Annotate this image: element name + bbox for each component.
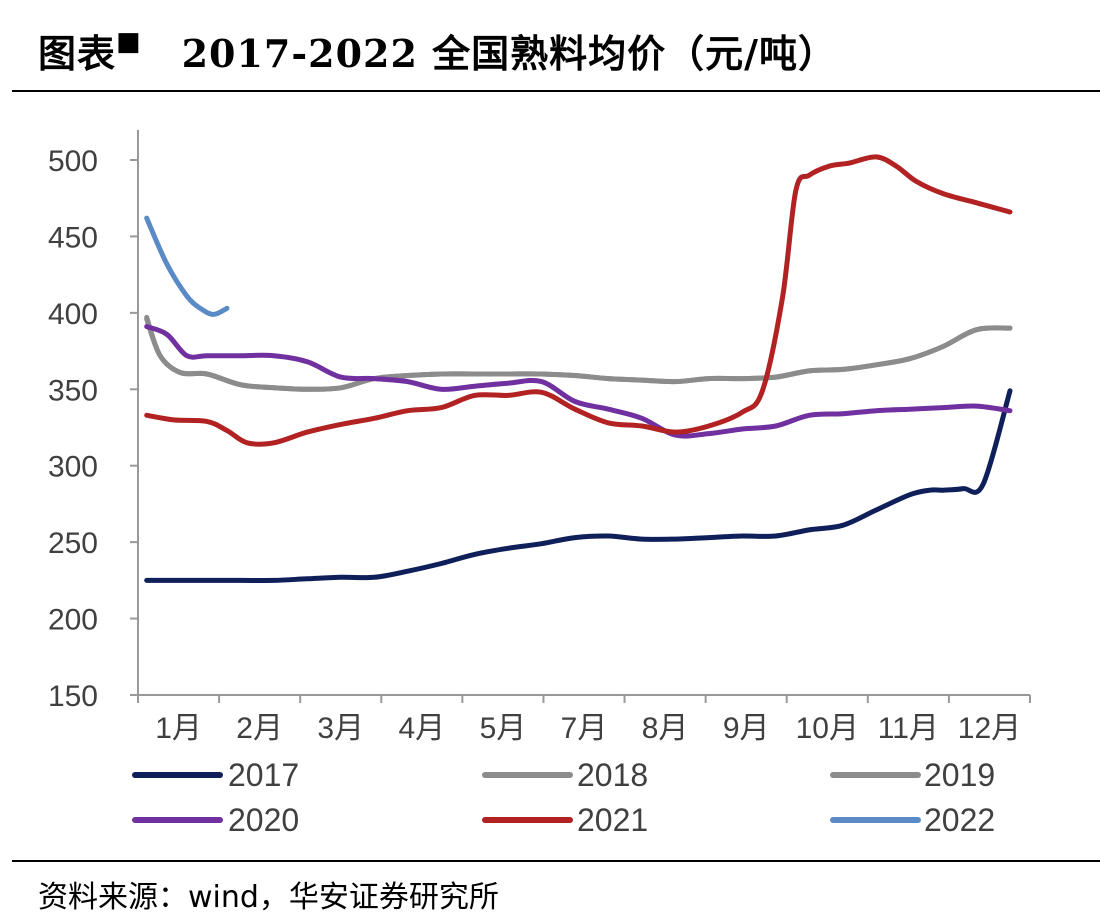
x-tick-label: 11月 xyxy=(878,712,939,745)
x-tick-label: 4月 xyxy=(398,712,445,745)
legend-label-2018: 2018 xyxy=(577,757,648,793)
x-tick-label: 10月 xyxy=(796,712,859,745)
x-tick-label: 9月 xyxy=(723,712,770,745)
y-tick-label: 150 xyxy=(48,680,98,713)
bottom-divider xyxy=(12,860,1100,862)
chart-axes xyxy=(130,130,1031,703)
legend-label-2019: 2019 xyxy=(924,757,995,793)
series-line-2018 xyxy=(144,314,1013,392)
x-axis-tick-labels: 1月 2月 3月 4月 5月 7月 8月 9月 10月 11月 12月 xyxy=(155,712,1021,745)
y-tick-label: 400 xyxy=(48,298,98,331)
x-tick-label: 1月 xyxy=(155,712,202,745)
figure-title: 图表 ■ 2017-2022 全国熟料均价（元/吨） xyxy=(38,22,837,78)
y-tick-label: 300 xyxy=(48,451,98,484)
legend-label-2020: 2020 xyxy=(228,802,299,838)
series-lines xyxy=(144,154,1013,583)
x-tick-label: 5月 xyxy=(480,712,527,745)
y-tick-label: 350 xyxy=(48,374,98,407)
y-tick-label: 500 xyxy=(48,145,98,178)
figure-label: 图表 xyxy=(38,30,117,76)
series-line-2022 xyxy=(144,215,230,317)
y-axis-tick-labels: 150 200 250 300 350 400 450 500 xyxy=(48,145,98,713)
figure-marker-icon: ■ xyxy=(116,27,142,57)
series-line-2021 xyxy=(144,154,1013,447)
y-tick-label: 200 xyxy=(48,604,98,637)
x-tick-label: 12月 xyxy=(958,712,1021,745)
x-tick-label: 2月 xyxy=(236,712,283,745)
source-note: 资料来源：wind，华安证券研究所 xyxy=(38,880,499,915)
y-tick-label: 250 xyxy=(48,527,98,560)
top-divider xyxy=(12,90,1100,92)
chart-legend: 2017 2018 2019 2020 2021 2022 xyxy=(132,757,995,838)
line-chart: 150 200 250 300 350 400 450 500 1月 2月 3月 4月 5月 7月 8月 9… xyxy=(48,130,1031,838)
legend-label-2022: 2022 xyxy=(924,802,995,838)
chart-title: 2017-2022 全国熟料均价（元/吨） xyxy=(181,30,837,76)
y-tick-label: 450 xyxy=(48,221,98,254)
series-line-2020 xyxy=(144,324,1013,439)
legend-label-2017: 2017 xyxy=(228,757,299,793)
series-line-2017 xyxy=(144,388,1013,583)
x-tick-label: 7月 xyxy=(561,712,608,745)
x-tick-label: 3月 xyxy=(317,712,364,745)
x-tick-label: 8月 xyxy=(642,712,689,745)
legend-label-2021: 2021 xyxy=(577,802,648,838)
